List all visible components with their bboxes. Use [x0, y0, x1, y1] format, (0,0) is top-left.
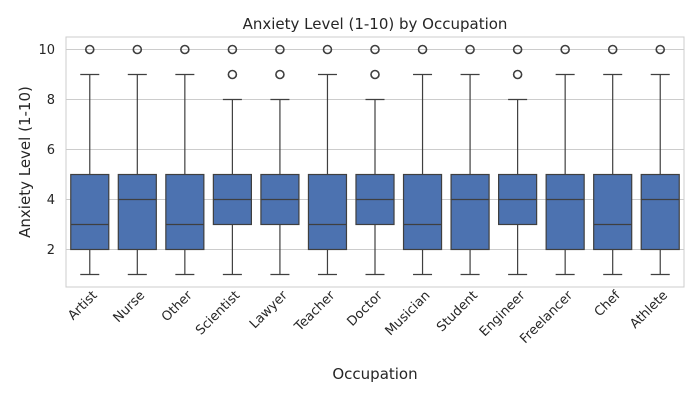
box-lawyer [260, 44, 300, 276]
box-doctor [355, 44, 395, 276]
outlier-point [275, 44, 285, 55]
box-nurse [117, 44, 157, 276]
y-axis-label: Anxiety Level (1-10) [16, 86, 34, 238]
box-iqr [307, 173, 348, 251]
x-tick-label: Chef [592, 288, 624, 320]
y-tick-label: 6 [47, 143, 55, 158]
y-tick-label: 2 [47, 243, 55, 258]
outlier-point [417, 44, 428, 55]
x-tick-label: Artist [65, 288, 100, 323]
outlier-point [180, 44, 190, 55]
x-axis-label: Occupation [332, 365, 417, 383]
box-iqr [70, 173, 110, 251]
x-tick-label: Athlete [627, 288, 671, 332]
box-engineer [498, 44, 538, 276]
box-iqr [450, 173, 490, 251]
box-freelancer [545, 44, 585, 276]
y-tick-labels: 2 4 6 8 10 [38, 43, 55, 258]
box-athlete [640, 44, 680, 276]
box-artist [70, 44, 110, 276]
x-tick-label: Doctor [344, 288, 386, 330]
outlier-point [512, 44, 523, 55]
box-iqr [640, 173, 680, 251]
box-iqr [545, 173, 585, 251]
x-tick-label: Student [434, 288, 481, 335]
x-tick-label: Other [159, 288, 196, 325]
box-student [450, 44, 490, 276]
outlier-point [227, 44, 238, 55]
outlier-point [655, 44, 666, 55]
x-tick-label: Musician [383, 288, 434, 339]
outlier-point [275, 69, 285, 80]
box-iqr [593, 173, 633, 251]
outlier-point [607, 44, 618, 55]
box-series [70, 44, 680, 276]
box-chef [593, 44, 633, 276]
box-iqr [165, 173, 205, 251]
x-tick-label: Scientist [193, 288, 243, 338]
outlier-point [322, 44, 333, 55]
x-tick-label: Lawyer [247, 288, 291, 332]
y-tick-label: 4 [47, 193, 55, 208]
outlier-point [132, 44, 143, 55]
box-iqr [117, 173, 157, 251]
box-iqr [402, 173, 443, 251]
outlier-point [560, 44, 570, 55]
outlier-point [370, 69, 380, 80]
y-tick-label: 10 [38, 43, 55, 58]
chart-title: Anxiety Level (1-10) by Occupation [243, 15, 508, 33]
outlier-point [465, 44, 475, 55]
box-teacher [307, 44, 348, 276]
outlier-point [84, 44, 95, 55]
box-other [165, 44, 205, 276]
x-tick-label: Teacher [291, 288, 338, 335]
x-tick-label: Nurse [111, 288, 149, 326]
outlier-point [512, 69, 523, 80]
box-scientist [212, 44, 253, 276]
y-tick-label: 8 [47, 93, 55, 108]
outlier-point [227, 69, 238, 80]
outlier-point [370, 44, 380, 55]
plot-area-frame [65, 36, 685, 288]
box-musician [402, 44, 443, 276]
